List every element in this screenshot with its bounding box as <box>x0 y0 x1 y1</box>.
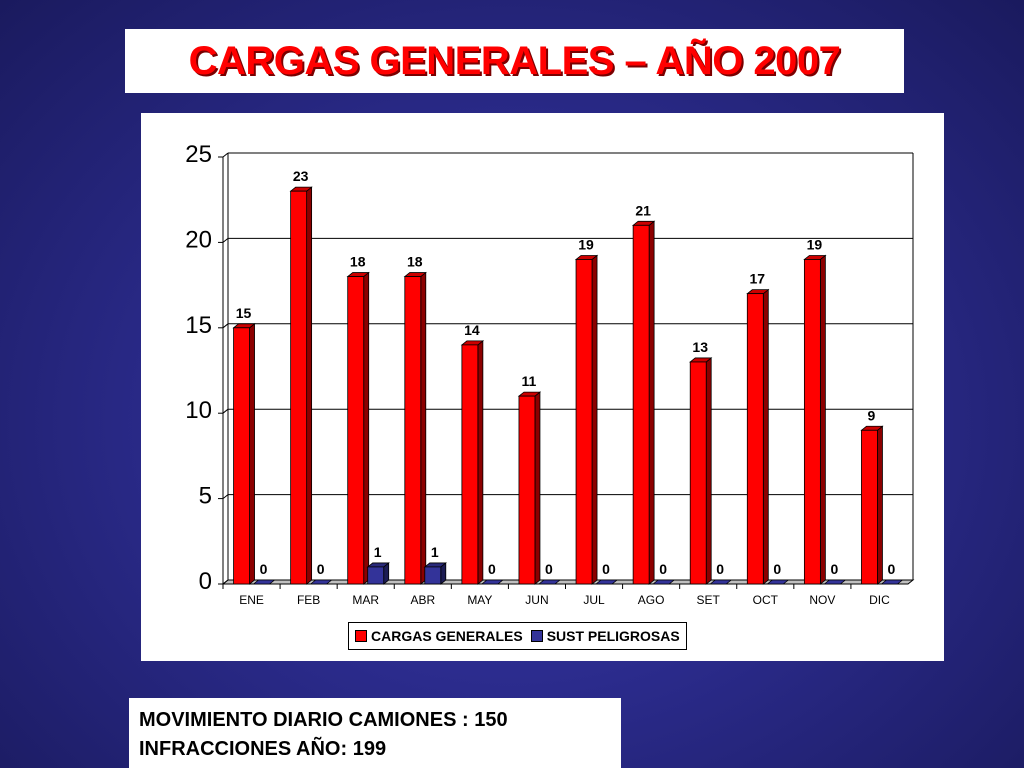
data-label: 19 <box>578 236 594 252</box>
data-label: 1 <box>374 544 382 560</box>
legend-item-series-0: CARGAS GENERALES <box>355 628 523 644</box>
bar-sust-peligrosas <box>424 566 442 585</box>
y-tick-label: 20 <box>185 226 212 253</box>
bar-cargas-generales <box>632 224 650 585</box>
bar-side <box>249 322 255 585</box>
info-box: MOVIMIENTO DIARIO CAMIONES : 150 INFRACC… <box>129 698 621 768</box>
chart-panel: 0 5 10 15 20 25 ENE FEB MAR ABR MAY JUN JUL AGO SET OCT… <box>141 113 944 661</box>
data-label: 0 <box>888 561 896 577</box>
bar-side <box>420 271 427 585</box>
bar-sust-peligrosas <box>252 579 276 585</box>
bar-cargas-generales <box>461 344 479 585</box>
legend-label: SUST PELIGROSAS <box>546 628 680 644</box>
bar-cargas-generales <box>803 259 821 585</box>
data-label: 21 <box>635 202 651 218</box>
data-label: 14 <box>464 322 480 338</box>
x-tick-label: SET <box>697 593 721 607</box>
bar-sust-peligrosas <box>367 566 385 585</box>
bar-cargas-generales <box>575 259 593 585</box>
legend-swatch-icon <box>530 630 543 642</box>
daily-trucks-text: MOVIMIENTO DIARIO CAMIONES : 150 <box>139 709 508 731</box>
bar-cargas-generales <box>746 293 764 585</box>
data-label: 15 <box>236 305 252 321</box>
data-label: 1 <box>431 544 439 560</box>
y-tick-label: 15 <box>185 312 212 339</box>
x-tick-label: ENE <box>239 593 264 607</box>
data-label: 0 <box>260 561 268 577</box>
x-tick-label: JUN <box>525 593 548 607</box>
bar-sust-peligrosas <box>537 579 562 585</box>
bar-side <box>762 288 769 585</box>
y-tick-label: 0 <box>199 568 212 595</box>
slide-title: CARGAS GENERALES – AÑO 2007 <box>188 38 841 83</box>
data-label: 0 <box>716 561 724 577</box>
y-tick-label: 5 <box>199 483 212 510</box>
bar-side <box>648 220 655 585</box>
data-label: 18 <box>350 254 366 270</box>
y-tick-label: 10 <box>185 397 212 424</box>
x-tick-label: DIC <box>869 593 890 607</box>
data-label: 11 <box>522 373 537 389</box>
bar-sust-peligrosas <box>709 579 733 585</box>
x-tick-label: NOV <box>809 593 835 607</box>
bar-cargas-generales <box>233 327 250 585</box>
gridline-side <box>222 494 229 499</box>
data-label: 0 <box>602 561 610 577</box>
y-tick-label: 25 <box>185 141 212 168</box>
bar-side <box>591 254 598 585</box>
data-label: 9 <box>868 407 876 423</box>
bar-sust-peligrosas <box>766 579 790 585</box>
data-label: 13 <box>692 339 708 355</box>
bar-cargas-generales <box>347 276 365 585</box>
data-label: 0 <box>545 561 553 577</box>
bar-sust-peligrosas <box>309 579 333 585</box>
bar-sust-peligrosas <box>594 579 619 585</box>
bar-sust-peligrosas <box>651 579 676 585</box>
data-label: 0 <box>488 561 496 577</box>
bar-cargas-generales <box>689 361 707 585</box>
bar-side <box>819 254 826 585</box>
chart-legend: CARGAS GENERALES SUST PELIGROSAS <box>348 622 687 650</box>
x-tick-label: AGO <box>638 593 665 607</box>
x-tick-label: OCT <box>753 593 779 607</box>
data-label: 17 <box>750 271 766 287</box>
legend-label: CARGAS GENERALES <box>371 628 523 644</box>
bar-side <box>477 340 484 585</box>
bar-cargas-generales <box>404 276 422 585</box>
data-label: 18 <box>407 254 423 270</box>
bar-side <box>705 357 712 585</box>
gridline-side <box>222 238 229 243</box>
gridline-side <box>222 579 229 585</box>
gridline-side <box>222 152 229 158</box>
annual-infractions-text: INFRACCIONES AÑO: 199 <box>139 738 387 760</box>
data-label: 19 <box>807 236 823 252</box>
data-label: 0 <box>830 561 838 577</box>
x-tick-label: MAY <box>467 593 492 607</box>
legend-item-series-1: SUST PELIGROSAS <box>530 628 680 644</box>
data-label: 0 <box>773 561 781 577</box>
bar-sust-peligrosas <box>480 579 505 585</box>
gridline-side <box>222 323 229 329</box>
data-label: 23 <box>293 168 309 184</box>
gridline-side <box>222 408 229 414</box>
bar-side <box>306 186 313 585</box>
bar-side <box>534 391 541 585</box>
x-tick-label: MAR <box>352 593 379 607</box>
bar-side <box>877 425 883 585</box>
data-label: 0 <box>659 561 667 577</box>
legend-swatch-icon <box>355 630 367 642</box>
x-tick-label: FEB <box>297 593 320 607</box>
bar-side <box>363 271 370 585</box>
bar-sust-peligrosas <box>823 579 847 585</box>
bar-cargas-generales <box>518 395 536 585</box>
data-label: 0 <box>317 561 325 577</box>
x-tick-label: ABR <box>410 593 435 607</box>
bar-cargas-generales <box>861 429 878 585</box>
bar-sust-peligrosas <box>880 579 904 585</box>
bar-cargas-generales <box>290 190 308 585</box>
x-tick-label: JUL <box>583 593 605 607</box>
title-box: CARGAS GENERALES – AÑO 2007 <box>125 29 904 93</box>
